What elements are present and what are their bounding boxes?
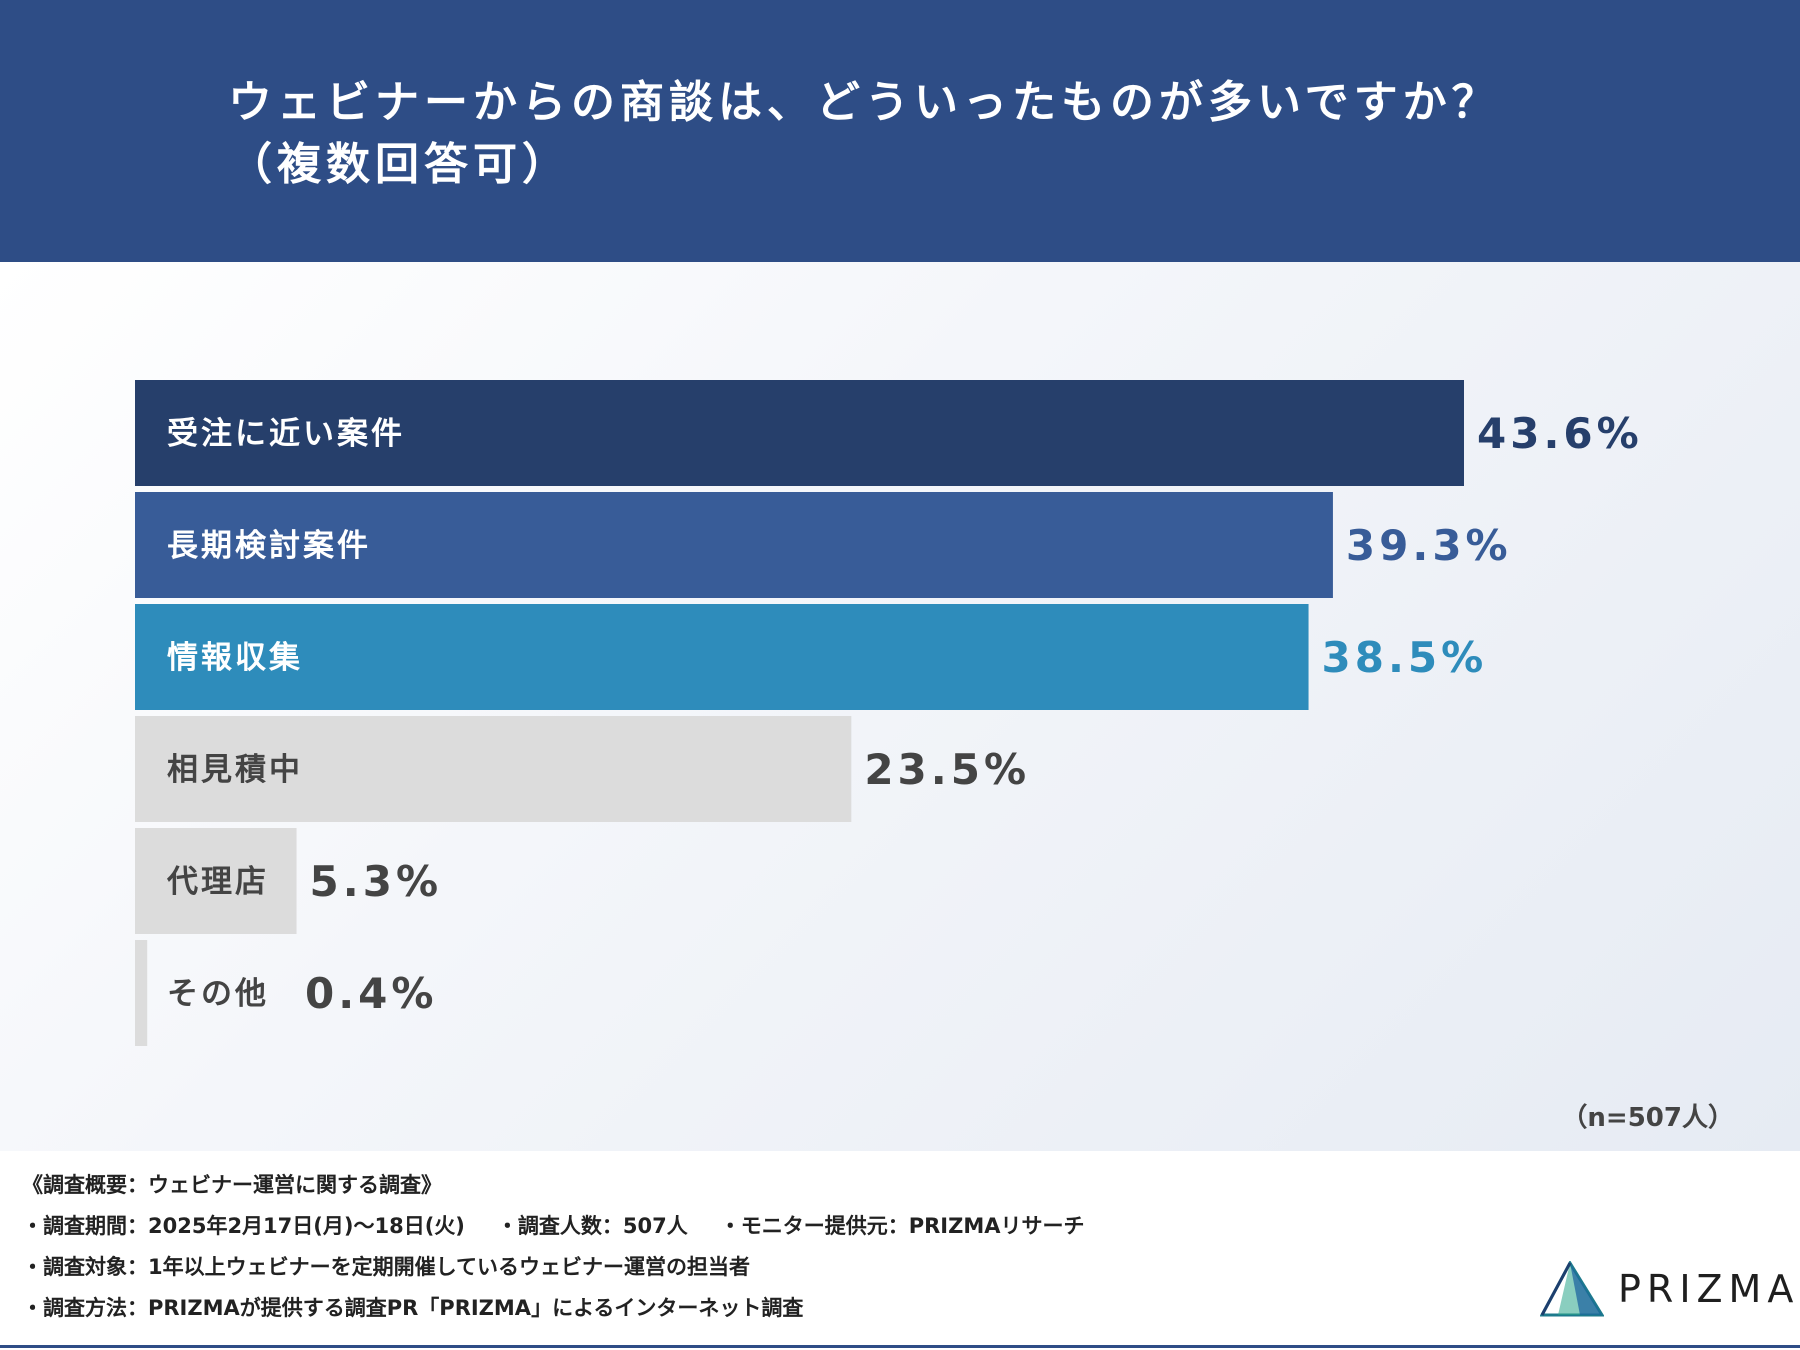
survey-method: ・調査方法：PRIZMAが提供する調査PR「PRIZMA」によるインターネット調…: [22, 1296, 804, 1320]
footer: 《調査概要：ウェビナー運営に関する調査》 ・調査期間：2025年2月17日(月)…: [0, 1151, 1800, 1350]
bar-label-6: その他: [167, 976, 269, 1012]
bar-value-2: 39.3%: [1346, 521, 1512, 570]
chart-title: ウェビナーからの商談は、どういったものが多いですか？ （複数回答可）: [228, 72, 1501, 196]
survey-period: ・調査期間：2025年2月17日(月)〜18日(火): [22, 1214, 465, 1238]
bar-value-5: 5.3%: [310, 857, 442, 906]
bar-value-6: 0.4%: [305, 969, 437, 1018]
bar-label-3: 情報収集: [167, 640, 303, 676]
title-line-2: （複数回答可）: [228, 139, 571, 190]
title-line-1: ウェビナーからの商談は、どういったものが多いですか？: [228, 77, 1501, 128]
bar-5: [135, 828, 297, 934]
survey-period-row: ・調査期間：2025年2月17日(月)〜18日(火) ・調査人数：507人 ・モニタ…: [22, 1206, 1085, 1247]
survey-respondents: ・調査人数：507人: [496, 1214, 688, 1238]
prizma-logo-text: PRIZMA: [1618, 1267, 1800, 1311]
bar-3: [135, 604, 1309, 710]
survey-overview: 《調査概要：ウェビナー運営に関する調査》: [22, 1173, 442, 1197]
footer-divider: [0, 1345, 1800, 1348]
survey-notes: 《調査概要：ウェビナー運営に関する調査》 ・調査期間：2025年2月17日(月)…: [22, 1165, 1085, 1329]
bar-label-2: 長期検討案件: [167, 528, 371, 564]
bar-label-4: 相見積中: [167, 752, 303, 788]
bar-6: [135, 940, 148, 1046]
prizma-logo: PRIZMA: [1540, 1261, 1799, 1317]
bar-2: [135, 492, 1333, 598]
bar-label-1: 受注に近い案件: [167, 416, 405, 452]
chart-area: 受注に近い案件 43.6% 長期検討案件 39.3% 情報収集 38.5% 相見積中 23.5…: [0, 262, 1800, 1151]
survey-provider: ・モニター提供元：PRIZMAリサーチ: [719, 1214, 1085, 1238]
bar-value-3: 38.5%: [1322, 633, 1488, 682]
bar-value-4: 23.5%: [864, 745, 1030, 794]
bar-value-1: 43.6%: [1477, 409, 1643, 458]
header-banner: ウェビナーからの商談は、どういったものが多いですか？ （複数回答可）: [0, 0, 1800, 262]
bar-1: [135, 380, 1464, 486]
bar-chart: 受注に近い案件 43.6% 長期検討案件 39.3% 情報収集 38.5% 相見積中 23.5…: [135, 380, 1643, 1046]
bar-4: [135, 716, 852, 822]
sample-size: （n=507人）: [1561, 1103, 1734, 1133]
bar-label-5: 代理店: [166, 864, 269, 900]
survey-target: ・調査対象：1年以上ウェビナーを定期開催しているウェビナー運営の担当者: [22, 1255, 750, 1279]
prizma-logo-icon: [1540, 1261, 1604, 1317]
